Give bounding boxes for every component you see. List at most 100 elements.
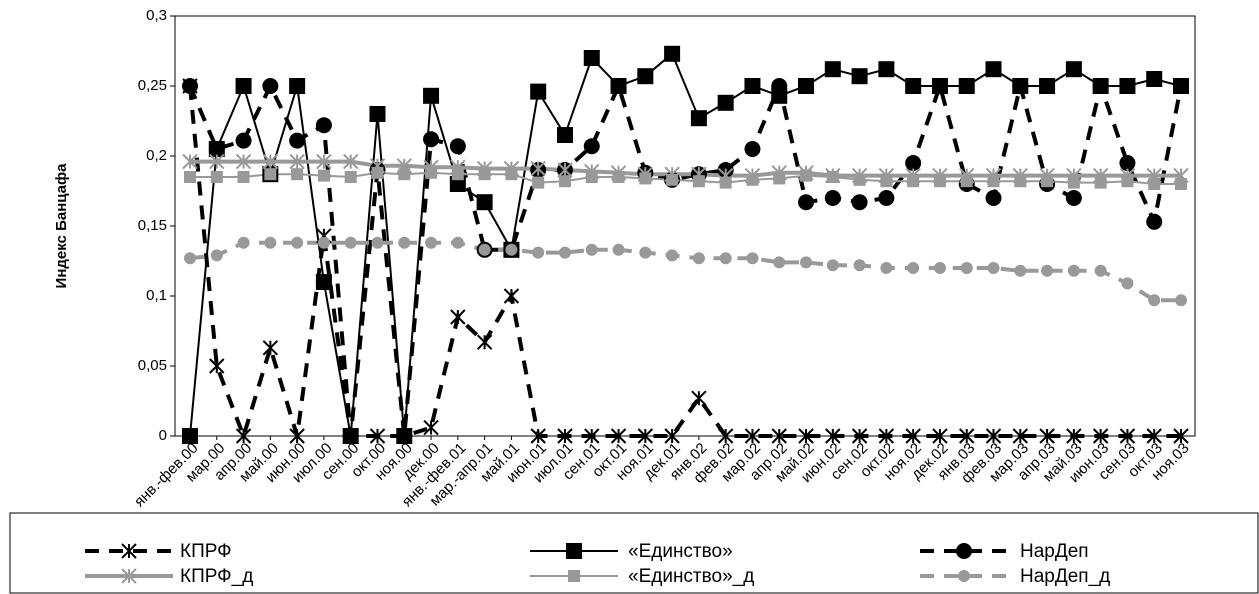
data-point: [853, 173, 866, 186]
data-point: [289, 132, 306, 149]
data-point: [209, 358, 225, 374]
data-point: [905, 155, 922, 171]
data-point: [1173, 78, 1189, 94]
data-point: [237, 171, 250, 183]
data-point: [960, 262, 973, 274]
data-point: [826, 259, 839, 272]
legend-marker: [956, 543, 972, 559]
data-point: [880, 175, 893, 188]
data-point: [931, 78, 948, 94]
data-point: [210, 249, 223, 262]
data-point: [532, 246, 545, 259]
data-point: [612, 243, 625, 256]
data-point: [1066, 428, 1082, 444]
y-tick-label: 0,3: [146, 7, 167, 24]
data-point: [182, 153, 198, 170]
data-point: [690, 110, 707, 127]
data-point: [907, 175, 920, 188]
data-point: [583, 50, 600, 66]
legend-label: КПРФ: [180, 541, 232, 562]
data-point: [369, 428, 386, 444]
data-point: [291, 236, 304, 249]
data-point: [530, 160, 546, 177]
data-point: [208, 141, 225, 157]
data-point: [985, 61, 1002, 78]
data-point: [1039, 78, 1056, 94]
y-tick-label: 0,2: [146, 147, 167, 164]
data-point: [933, 262, 946, 274]
y-tick-label: 0,15: [138, 217, 167, 234]
data-point: [1039, 428, 1055, 444]
data-point: [317, 169, 330, 182]
data-point: [289, 78, 306, 94]
y-tick-label: 0: [159, 427, 167, 444]
data-point: [264, 236, 277, 249]
data-point: [719, 252, 732, 265]
data-point: [825, 428, 841, 444]
data-point: [585, 243, 598, 256]
data-point: [1092, 78, 1109, 94]
data-point: [744, 428, 761, 444]
data-point: [853, 259, 866, 272]
data-point: [851, 428, 868, 444]
data-point: [262, 340, 279, 356]
data-point: [584, 428, 600, 444]
y-axis-label: Индекс Банцафа: [53, 163, 70, 289]
data-point: [1146, 428, 1162, 444]
data-point: [532, 176, 545, 189]
data-point: [1094, 176, 1107, 189]
data-point: [530, 83, 547, 100]
legend-label: КПРФ_д: [180, 566, 253, 587]
data-point: [798, 428, 814, 444]
data-point: [744, 78, 761, 94]
data-point: [639, 246, 652, 259]
data-point: [451, 168, 464, 181]
data-point: [1067, 264, 1080, 277]
data-point: [289, 153, 305, 170]
data-point: [184, 252, 196, 265]
data-point: [1067, 176, 1080, 189]
data-point: [637, 68, 654, 85]
data-point: [878, 428, 895, 444]
data-point: [1148, 178, 1161, 190]
data-point: [1041, 175, 1054, 188]
data-point: [717, 94, 734, 111]
data-point: [746, 173, 759, 186]
data-point: [878, 190, 895, 206]
data-point: [264, 168, 277, 181]
data-point: [719, 176, 732, 189]
data-point: [1041, 264, 1054, 277]
data-point: [557, 428, 573, 444]
data-point: [1119, 155, 1136, 171]
data-point: [450, 309, 466, 325]
data-point: [316, 153, 332, 170]
data-point: [478, 168, 491, 181]
data-point: [905, 428, 921, 444]
data-point: [1146, 71, 1163, 87]
data-point: [344, 171, 357, 183]
data-point: [746, 252, 759, 265]
series-line: [188, 85, 1181, 443]
data-point: [505, 168, 518, 181]
data-point: [851, 68, 868, 85]
data-point: [1014, 264, 1027, 277]
data-point: [423, 131, 440, 148]
data-point: [235, 428, 252, 444]
data-point: [1012, 78, 1029, 94]
data-point: [476, 194, 493, 211]
data-point: [396, 428, 413, 444]
legend-frame: [9, 512, 1259, 594]
data-point: [371, 236, 384, 249]
data-point: [182, 428, 198, 444]
data-point: [317, 236, 330, 249]
data-point: [987, 262, 1000, 274]
data-point: [449, 138, 466, 155]
data-point: [556, 127, 573, 143]
data-point: [583, 138, 600, 155]
data-point: [262, 153, 279, 170]
data-point: [451, 236, 464, 249]
data-point: [824, 61, 841, 78]
data-point: [1119, 428, 1136, 444]
legend-label: «Единство»_д: [628, 566, 754, 587]
data-point: [210, 171, 223, 183]
